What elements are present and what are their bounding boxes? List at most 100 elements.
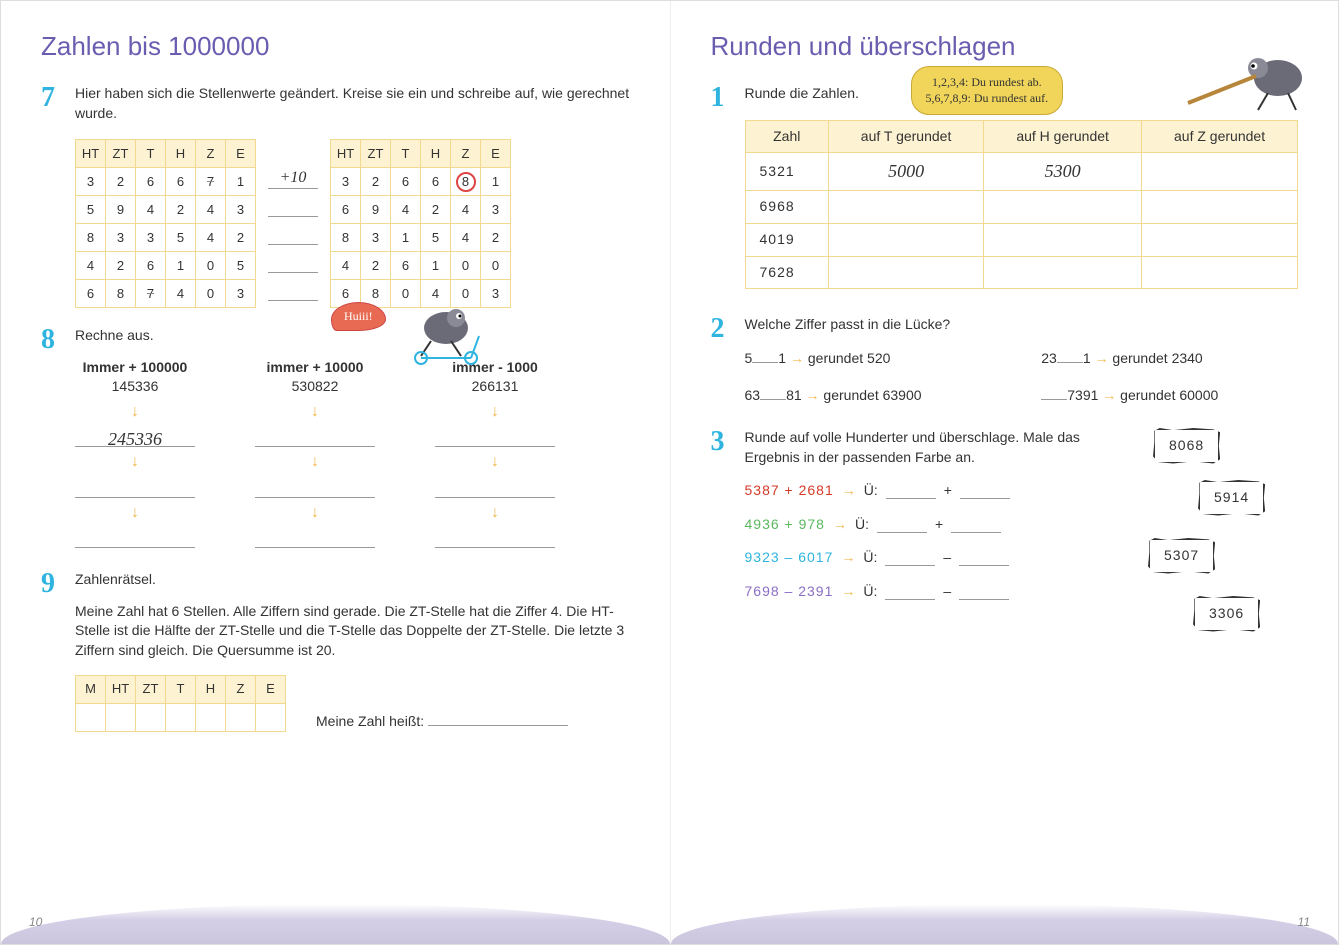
cell: 2 [421, 196, 451, 224]
page-title-left: Zahlen bis 1000000 [41, 31, 630, 62]
arrow-down-icon: ↓ [435, 502, 555, 524]
op-blank[interactable] [268, 279, 318, 301]
cell: 6 [76, 280, 106, 308]
cell: 8 [106, 280, 136, 308]
exercise-number: 8 [41, 326, 65, 552]
answer-cell[interactable] [196, 703, 226, 731]
fill-gap-item[interactable]: 231 → gerundet 2340 [1041, 349, 1298, 369]
cell: 0 [481, 252, 511, 280]
op-blank[interactable] [268, 223, 318, 245]
round-cell[interactable]: 5000 [828, 153, 983, 191]
round-cell[interactable] [828, 223, 983, 256]
result-token[interactable]: 3306 [1193, 596, 1260, 632]
cell: 0 [196, 280, 226, 308]
answer-blank[interactable] [255, 427, 375, 447]
op-blank[interactable] [268, 251, 318, 273]
estimate-row[interactable]: 9323 – 6017 → Ü: – [745, 548, 1139, 568]
cell: 3 [226, 280, 256, 308]
cell: 2 [361, 252, 391, 280]
round-cell[interactable] [1142, 191, 1298, 224]
cell: 1 [421, 252, 451, 280]
cell: 0 [451, 280, 481, 308]
cell: 2 [106, 252, 136, 280]
exercise-7: 7 Hier haben sich die Stellenwerte geänd… [41, 84, 630, 308]
round-cell[interactable] [1142, 256, 1298, 289]
round-cell[interactable] [828, 256, 983, 289]
arrow-down-icon: ↓ [255, 401, 375, 423]
estimate-row[interactable]: 5387 + 2681 → Ü: + [745, 481, 1139, 501]
result-token[interactable]: 8068 [1153, 428, 1220, 464]
start-value: 145336 [75, 377, 195, 397]
arrow-down-icon: ↓ [255, 502, 375, 524]
round-cell[interactable] [1142, 223, 1298, 256]
cell: 5 [226, 252, 256, 280]
answer-cell[interactable] [136, 703, 166, 731]
answer-blank[interactable] [75, 528, 195, 548]
riddle-text: Meine Zahl hat 6 Stellen. Alle Ziffern s… [75, 602, 630, 661]
col-header: HT [76, 140, 106, 168]
cell: 2 [226, 224, 256, 252]
col-header: H [166, 140, 196, 168]
estimate-row[interactable]: 7698 – 2391 → Ü: – [745, 582, 1139, 602]
answer-blank[interactable] [255, 528, 375, 548]
cell: 6 [166, 168, 196, 196]
cell: 4 [331, 252, 361, 280]
cell: 6 [331, 196, 361, 224]
round-cell[interactable]: 5300 [984, 153, 1142, 191]
cell: 6 [391, 168, 421, 196]
answer-line[interactable]: Meine Zahl heißt: [316, 712, 568, 732]
estimate-row[interactable]: 4936 + 978 → Ü: + [745, 515, 1139, 535]
fill-gap-item[interactable]: 6381 → gerundet 63900 [745, 386, 1002, 406]
cell: 1 [481, 168, 511, 196]
col-header: ZT [106, 140, 136, 168]
page-spread: Zahlen bis 1000000 7 Hier haben sich die… [0, 0, 1339, 945]
fill-gap-item[interactable]: 7391 → gerundet 60000 [1041, 386, 1298, 406]
cell: 5 [421, 224, 451, 252]
cell: 6 [136, 168, 166, 196]
col-header: T [136, 140, 166, 168]
answer-cell[interactable] [106, 703, 136, 731]
page-number: 11 [1298, 915, 1310, 929]
op-blank[interactable]: +10 [268, 167, 318, 189]
round-cell[interactable] [1142, 153, 1298, 191]
answer-blank[interactable] [435, 528, 555, 548]
col-header: Z [451, 140, 481, 168]
round-cell[interactable] [984, 223, 1142, 256]
cell: 6 [391, 252, 421, 280]
cell: 7 [196, 168, 226, 196]
cell: 4 [421, 280, 451, 308]
op-blank[interactable] [268, 195, 318, 217]
expression: 5387 + 2681 [745, 481, 834, 501]
cell: 4 [196, 224, 226, 252]
cell: 9 [106, 196, 136, 224]
arrow-right-icon: → [842, 481, 856, 501]
cell: 4 [196, 196, 226, 224]
round-cell[interactable] [984, 191, 1142, 224]
answer-blank[interactable]: 245336 [75, 427, 195, 447]
cell: 6 [421, 168, 451, 196]
cell: 3 [481, 196, 511, 224]
answer-cell[interactable] [226, 703, 256, 731]
answer-blank[interactable] [435, 427, 555, 447]
round-cell[interactable] [984, 256, 1142, 289]
answer-blank[interactable] [435, 478, 555, 498]
answer-cell[interactable] [256, 703, 286, 731]
round-cell[interactable] [828, 191, 983, 224]
ant-pointer-icon [1178, 48, 1318, 128]
page-right: Runden und überschlagen 1 Runde die Zahl… [670, 1, 1339, 944]
exercise-number: 9 [41, 570, 65, 731]
fill-gap-item[interactable]: 51 → gerundet 520 [745, 349, 1002, 369]
answer-blank[interactable] [255, 478, 375, 498]
answer-cell[interactable] [76, 703, 106, 731]
page-footer-wave [1, 904, 670, 944]
answer-blank[interactable] [75, 478, 195, 498]
answer-cell[interactable] [166, 703, 196, 731]
col-header: T [391, 140, 421, 168]
result-token[interactable]: 5307 [1148, 538, 1215, 574]
cell: 3 [331, 168, 361, 196]
zahl-cell: 4019 [745, 223, 828, 256]
zahl-cell: 6968 [745, 191, 828, 224]
cell: 2 [166, 196, 196, 224]
cell: 8 [76, 224, 106, 252]
result-token[interactable]: 5914 [1198, 480, 1265, 516]
